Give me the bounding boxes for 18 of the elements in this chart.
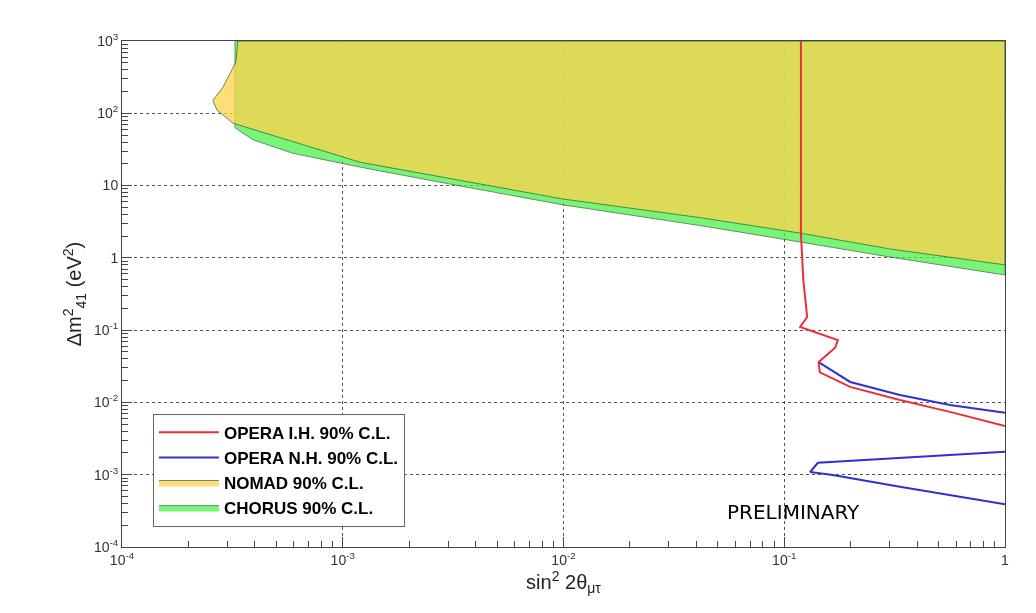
y-tick-label: 10$^{-3}$ [93,464,119,483]
y-tick-label: 10$^{-1}$ [93,320,119,339]
legend-label: OPERA I.H. 90% C.L. [223,423,391,443]
legend-label: NOMAD 90% C.L. [223,474,364,494]
x-axis-title: sin$^{2}$ 2θ$_{μτ}$ [526,567,602,597]
y-tick-label: 10$^{-2}$ [93,392,119,411]
y-tick-label: 1 [110,249,119,266]
y-tick-label: 10$^{2}$ [97,103,119,122]
x-tick-label: 10$^{-3}$ [330,549,356,568]
x-tick-label: 1 [1001,551,1010,568]
x-tick-label: 10$^{-1}$ [772,549,797,568]
y-tick-label: 10$^{-4}$ [93,537,119,555]
y-tick-label: 10 [102,177,119,194]
legend-label: CHORUS 90% C.L. [223,499,374,519]
y-tick-label: 10$^{3}$ [97,31,119,49]
x-tick-label: 10$^{-2}$ [551,549,576,568]
legend-label: OPERA N.H. 90% C.L. [223,449,399,469]
annotation: PRELIMINARY [727,500,861,524]
